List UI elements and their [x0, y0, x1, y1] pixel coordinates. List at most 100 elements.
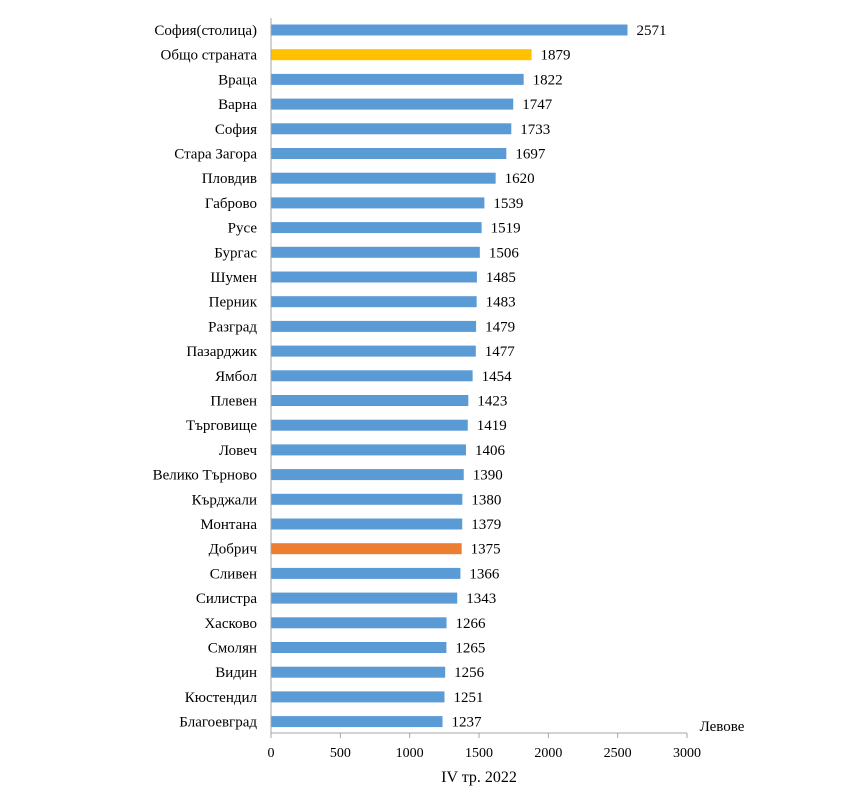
- bar: [271, 567, 461, 579]
- category-label: Перник: [209, 295, 258, 311]
- bar: [271, 320, 477, 332]
- bar: [271, 172, 496, 184]
- category-label: Плевен: [210, 394, 257, 410]
- category-label: Ямбол: [215, 369, 257, 385]
- data-label: 1620: [505, 171, 535, 187]
- category-label: Търговище: [186, 418, 257, 434]
- data-label: 1419: [477, 418, 507, 434]
- category-label: Разград: [208, 319, 257, 335]
- x-tick-label: 0: [268, 746, 275, 761]
- category-label: Силистра: [196, 591, 257, 607]
- bar: [271, 469, 464, 481]
- bar: [271, 246, 480, 258]
- data-label: 1390: [473, 468, 503, 484]
- data-label: 1343: [466, 591, 496, 607]
- category-label: Добрич: [209, 542, 258, 558]
- category-label: Русе: [228, 221, 258, 237]
- category-label: Кюстендил: [185, 690, 258, 706]
- data-label: 1519: [491, 221, 521, 237]
- bar: [271, 49, 532, 61]
- data-label: 1483: [486, 295, 516, 311]
- bar: [271, 444, 466, 456]
- bar: [271, 24, 628, 36]
- category-label: София: [215, 122, 257, 138]
- data-label: 1697: [515, 147, 546, 163]
- data-label: 1256: [454, 665, 485, 681]
- data-label: 2571: [637, 23, 667, 39]
- data-label: 1265: [455, 641, 485, 657]
- category-label: Габрово: [205, 196, 257, 212]
- x-tick-label: 1000: [396, 746, 424, 761]
- bar: [271, 493, 463, 505]
- bar: [271, 370, 473, 382]
- data-label: 1266: [456, 616, 487, 632]
- category-label: Велико Търново: [153, 468, 257, 484]
- bar: [271, 123, 512, 135]
- data-label: 1479: [485, 319, 515, 335]
- bar: [271, 395, 469, 406]
- bar: [271, 592, 458, 604]
- x-tick-label: 500: [330, 746, 351, 761]
- data-label: 1380: [471, 492, 501, 508]
- data-label: 1506: [489, 245, 519, 261]
- bar: [271, 296, 477, 308]
- bar: [271, 543, 462, 555]
- bar: [271, 666, 446, 678]
- category-labels-layer: София(столица) Общо страната Враца Варна Соф…: [153, 23, 258, 731]
- x-ticks-layer: 0 500 1000 1500 2000 2500 3000: [268, 733, 701, 761]
- data-label: 1822: [533, 72, 563, 88]
- data-label: 1733: [520, 122, 550, 138]
- bar: [271, 345, 476, 357]
- data-label: 1485: [486, 270, 516, 286]
- category-label: Кърджали: [192, 492, 257, 508]
- data-label: 1237: [452, 715, 483, 731]
- category-label: Смолян: [208, 641, 257, 657]
- data-label: 1879: [541, 48, 571, 64]
- category-label: Хасково: [204, 616, 257, 632]
- bar: [271, 617, 447, 629]
- category-label: Варна: [218, 97, 257, 113]
- data-label: 1423: [477, 394, 507, 410]
- category-label: Стара Загора: [174, 147, 257, 163]
- bar: [271, 642, 447, 653]
- category-label: Пазарджик: [186, 344, 257, 360]
- bar: [271, 716, 443, 728]
- x-tick-label: 2500: [604, 746, 632, 761]
- data-label: 1366: [469, 566, 500, 582]
- category-label: Благоевград: [179, 715, 257, 731]
- bar: [271, 73, 524, 85]
- category-label: София(столица): [154, 23, 257, 39]
- category-label: Бургас: [214, 245, 257, 261]
- category-label: Сливен: [210, 566, 257, 582]
- bar: [271, 518, 463, 530]
- x-tick-label: 2000: [534, 746, 562, 761]
- category-label: Монтана: [200, 517, 257, 533]
- bar: [271, 691, 445, 703]
- bar: [271, 98, 514, 110]
- data-labels-layer: 2571 1879 1822 1747 1733 1697 1620 1539 1519 1506…: [452, 23, 667, 731]
- data-label: 1375: [471, 542, 501, 558]
- x-tick-label: 3000: [673, 746, 701, 761]
- category-label: Видин: [215, 665, 257, 681]
- bar: [271, 197, 485, 209]
- unit-label: Левове: [700, 719, 745, 735]
- data-label: 1251: [453, 690, 483, 706]
- bar: [271, 419, 468, 431]
- bar: [271, 148, 507, 159]
- data-label: 1539: [493, 196, 523, 212]
- data-label: 1477: [485, 344, 516, 360]
- data-label: 1379: [471, 517, 501, 533]
- bar: [271, 222, 482, 234]
- bars-layer: [271, 24, 628, 728]
- category-label: Ловеч: [219, 443, 258, 459]
- data-label: 1406: [475, 443, 506, 459]
- x-tick-label: 1500: [465, 746, 493, 761]
- data-label: 1747: [522, 97, 553, 113]
- category-label: Шумен: [210, 270, 257, 286]
- bar: [271, 271, 477, 283]
- data-label: 1454: [482, 369, 513, 385]
- category-label: Враца: [218, 72, 257, 88]
- x-axis-title: IV тр. 2022: [441, 769, 517, 786]
- category-label: Общо страната: [160, 48, 257, 64]
